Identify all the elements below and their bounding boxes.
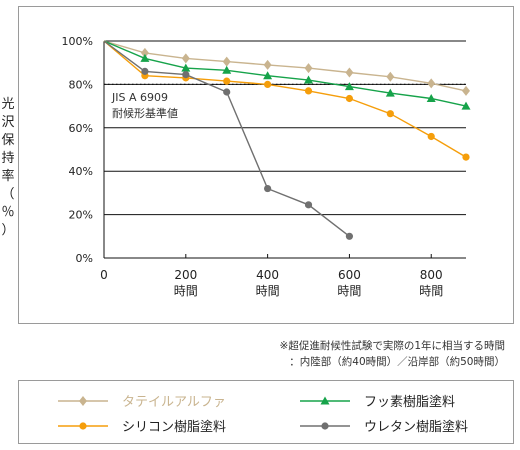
data-point <box>386 110 394 118</box>
legend-label: タテイルアルファ <box>122 395 226 410</box>
y-tick-label: 100% <box>62 35 93 48</box>
legend-marker <box>320 396 330 405</box>
x-tick-label: 200 <box>174 268 197 282</box>
plot-frame <box>18 6 514 324</box>
reference-label-line1: JIS A 6909 <box>111 91 168 104</box>
data-point <box>264 80 272 88</box>
data-point <box>182 71 190 79</box>
x-tick-label: 800 <box>420 268 443 282</box>
legend-label: ウレタン樹脂塗料 <box>364 419 468 435</box>
y-tick-label: 0% <box>76 252 93 265</box>
data-point <box>304 75 314 84</box>
data-point <box>263 59 272 70</box>
legend-item-tateiru-alpha: タテイルアルファ <box>58 395 226 410</box>
data-point <box>385 88 395 97</box>
y-axis-label-char: 持 <box>1 151 14 166</box>
data-point <box>263 71 273 80</box>
data-point <box>222 56 231 67</box>
series-2 <box>103 40 471 110</box>
data-point <box>426 94 436 103</box>
data-point <box>345 232 354 240</box>
legend-item-fluorine: フッ素樹脂塗料 <box>300 394 455 410</box>
data-point <box>462 85 470 96</box>
data-point <box>222 65 232 74</box>
data-point <box>345 67 354 78</box>
footnote-line2: ：内陸部（約40時間）／沿岸部（約50時間） <box>289 355 505 368</box>
y-axis-label-char: 率 <box>1 168 14 184</box>
data-point <box>181 63 191 72</box>
x-tick-unit: 時間 <box>337 284 361 298</box>
y-axis-label-char: ） <box>1 223 14 238</box>
data-point <box>181 53 190 64</box>
y-tick-label: 20% <box>69 209 93 222</box>
y-tick-label: 60% <box>69 122 93 135</box>
x-tick-label: 400 <box>256 268 279 282</box>
data-point <box>345 94 354 103</box>
series-line <box>103 40 467 158</box>
series-4 <box>103 40 354 240</box>
data-point <box>223 77 231 85</box>
legend-item-urethane: ウレタン樹脂塗料 <box>300 419 468 435</box>
legend-marker <box>321 422 329 430</box>
series-line <box>103 40 467 107</box>
data-point <box>461 101 471 110</box>
y-axis-label-char: ％ <box>1 205 14 220</box>
x-tick-unit: 時間 <box>419 284 443 298</box>
data-point <box>462 153 470 161</box>
data-point <box>344 82 354 91</box>
x-tick-unit: 時間 <box>174 284 198 298</box>
data-point <box>223 88 231 96</box>
data-point <box>304 87 313 95</box>
x-tick-unit: 時間 <box>256 284 280 298</box>
reference-label-line2: 耐候形基準値 <box>112 106 178 120</box>
y-axis-label-char: 保 <box>1 133 14 148</box>
y-tick-label: 80% <box>69 78 93 91</box>
legend-label: シリコン樹脂塗料 <box>122 419 226 435</box>
data-point <box>140 47 149 58</box>
series-1 <box>103 40 470 96</box>
x-tick-label: 0 <box>100 268 108 282</box>
data-point <box>304 201 313 209</box>
y-tick-label: 40% <box>69 165 93 178</box>
data-point <box>304 63 313 74</box>
legend-marker <box>79 396 87 406</box>
data-point <box>264 184 272 193</box>
legend-label: フッ素樹脂塗料 <box>364 394 455 410</box>
data-point <box>427 78 436 89</box>
data-point <box>140 53 150 62</box>
footnote-line1: ※超促進耐候性試験で実際の1年に相当する時間 <box>280 339 505 352</box>
data-point <box>427 132 435 141</box>
data-point <box>386 71 395 82</box>
x-tick-label: 600 <box>338 268 361 282</box>
legend-item-silicone: シリコン樹脂塗料 <box>58 419 226 435</box>
y-axis-label-char: 光 <box>1 97 14 112</box>
legend-marker <box>79 422 87 430</box>
data-point <box>141 67 149 75</box>
series-line <box>103 40 467 92</box>
legend-frame <box>18 380 514 444</box>
y-axis-label-char: （ <box>1 187 14 202</box>
y-axis-label-char: 沢 <box>1 115 14 130</box>
